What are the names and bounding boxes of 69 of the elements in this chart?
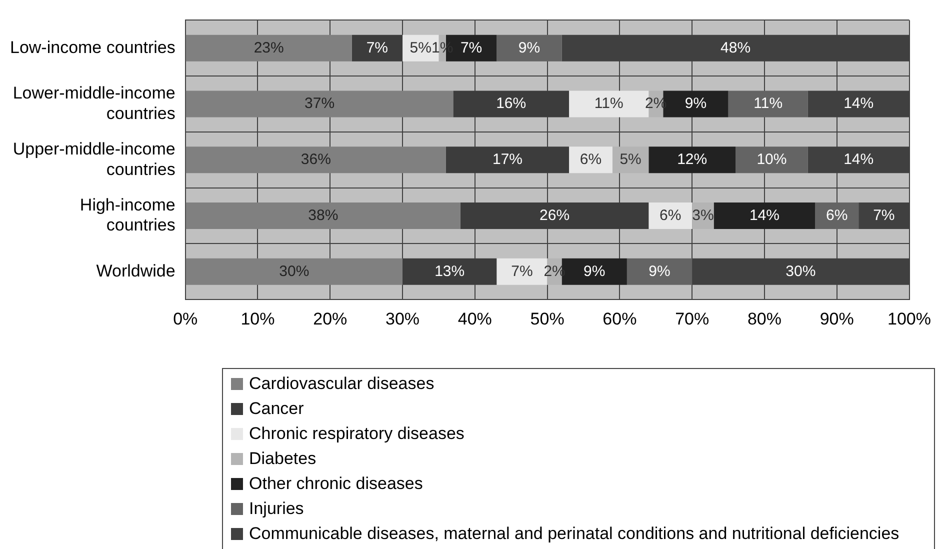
legend-label: Communicable diseases, maternal and perinatal conditions and nutritional deficiencies — [249, 523, 900, 545]
bar — [626, 258, 692, 285]
data-label: 6% — [826, 206, 848, 224]
data-label: 14% — [749, 206, 780, 224]
data-label: 5% — [410, 39, 432, 56]
legend-label: Diabetes — [249, 448, 316, 470]
legend-label: Chronic respiratory diseases — [249, 423, 464, 445]
bar — [714, 202, 816, 230]
data-label: 30% — [786, 262, 816, 280]
bar — [186, 146, 446, 174]
legend-label: Cancer — [249, 398, 304, 420]
data-label: 37% — [304, 95, 335, 112]
x-tick-label: 20% — [313, 309, 348, 328]
data-label: 9% — [684, 95, 707, 112]
y-tick-label: Upper-middle-income countries — [12, 139, 176, 179]
data-label: 36% — [300, 151, 331, 168]
x-tick-label: 10% — [240, 309, 275, 328]
x-tick-label: 90% — [820, 309, 854, 328]
data-label: 11% — [754, 95, 783, 112]
data-label: 11% — [594, 95, 624, 112]
bar — [186, 258, 403, 285]
data-label: 17% — [492, 151, 523, 168]
data-label: 6% — [660, 206, 682, 224]
data-label: 48% — [720, 39, 751, 56]
data-label: 30% — [279, 262, 310, 280]
data-label: 26% — [540, 206, 570, 224]
data-label: 12% — [677, 151, 708, 168]
bar — [186, 34, 352, 62]
data-label: 6% — [580, 151, 602, 168]
x-tick-label: 30% — [386, 309, 420, 328]
y-tick-label: Low-income countries — [10, 38, 176, 57]
x-tick-label: 60% — [602, 309, 637, 328]
data-label: 13% — [434, 262, 465, 280]
y-tick-label: Lower-middle-income countries — [12, 84, 176, 123]
data-label: 16% — [496, 95, 526, 112]
x-tick-label: 40% — [458, 309, 492, 328]
data-label: 14% — [844, 95, 874, 112]
data-label: 5% — [620, 151, 642, 168]
bar — [728, 90, 808, 118]
data-label: 3% — [692, 206, 714, 224]
bar — [648, 202, 692, 230]
bar — [496, 34, 562, 62]
bar — [815, 202, 859, 230]
data-label: 38% — [308, 206, 338, 224]
data-label: 9% — [648, 262, 670, 280]
x-tick-label: 0% — [173, 309, 198, 328]
data-label: 7% — [460, 39, 482, 56]
data-label: 14% — [844, 151, 874, 168]
bar — [186, 202, 460, 230]
data-label: 9% — [584, 262, 606, 280]
data-label: 7% — [873, 206, 895, 224]
legend-label: Injuries — [249, 498, 304, 520]
x-tick-label: 50% — [530, 309, 564, 328]
data-label: 23% — [254, 39, 284, 56]
y-tick-label: Worldwide — [96, 261, 176, 280]
x-tick-label: 80% — [747, 309, 782, 328]
data-label: 9% — [518, 39, 540, 56]
legend-label: Cardiovascular diseases — [249, 373, 434, 395]
bar — [648, 146, 736, 174]
x-tick-label: 70% — [675, 309, 710, 328]
data-label: 10% — [756, 151, 787, 168]
data-label: 7% — [511, 262, 533, 280]
x-tick-label: 100% — [888, 309, 931, 328]
bar — [186, 90, 454, 118]
bar — [569, 146, 612, 174]
y-tick-label: High-income countries — [80, 195, 176, 235]
legend-label: Other chronic diseases — [249, 473, 423, 495]
bar — [736, 146, 808, 174]
data-label: 7% — [366, 39, 388, 56]
